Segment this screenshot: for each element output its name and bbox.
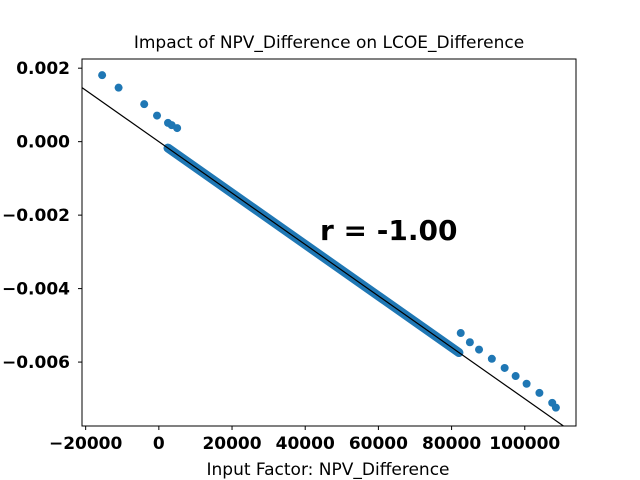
fit-line	[82, 86, 565, 426]
scatter-point	[511, 372, 520, 381]
scatter-point	[500, 363, 509, 372]
x-tick-label: 40000	[276, 434, 335, 454]
y-tick-label: −0.006	[2, 353, 70, 373]
scatter-point	[465, 338, 474, 347]
y-tick-label: −0.004	[2, 280, 70, 300]
scatter-point	[98, 71, 107, 80]
scatter-point	[522, 379, 531, 388]
scatter-point	[114, 83, 123, 92]
scatter-point	[153, 111, 162, 120]
plot-area	[82, 71, 565, 426]
x-axis-label: Input Factor: NPV_Difference	[206, 460, 449, 480]
scatter-point	[551, 403, 560, 412]
scatter-point	[456, 329, 465, 338]
y-tick-label: −0.002	[2, 206, 70, 226]
scatter-point	[140, 100, 149, 109]
chart-title: Impact of NPV_Difference on LCOE_Differe…	[134, 33, 524, 53]
x-axis: −20000 0 20000 40000 60000 80000 100000	[49, 426, 560, 454]
x-tick-label: 60000	[349, 434, 408, 454]
x-tick-label: 80000	[422, 434, 481, 454]
scatter-point	[487, 354, 496, 363]
x-tick-label: 100000	[489, 434, 560, 454]
x-tick-label: 20000	[202, 434, 261, 454]
y-tick-label: 0.002	[16, 59, 70, 79]
y-tick-label: 0.000	[16, 133, 70, 153]
scatter-point	[535, 388, 544, 397]
plot-frame	[81, 58, 577, 427]
x-tick-label: −20000	[49, 434, 123, 454]
x-tick-label: 0	[153, 434, 165, 454]
scatter-point	[173, 124, 182, 133]
scatter-point	[475, 345, 484, 354]
correlation-annotation: r = -1.00	[320, 214, 457, 247]
y-axis: 0.002 0.000 −0.002 −0.004 −0.006	[2, 59, 82, 373]
